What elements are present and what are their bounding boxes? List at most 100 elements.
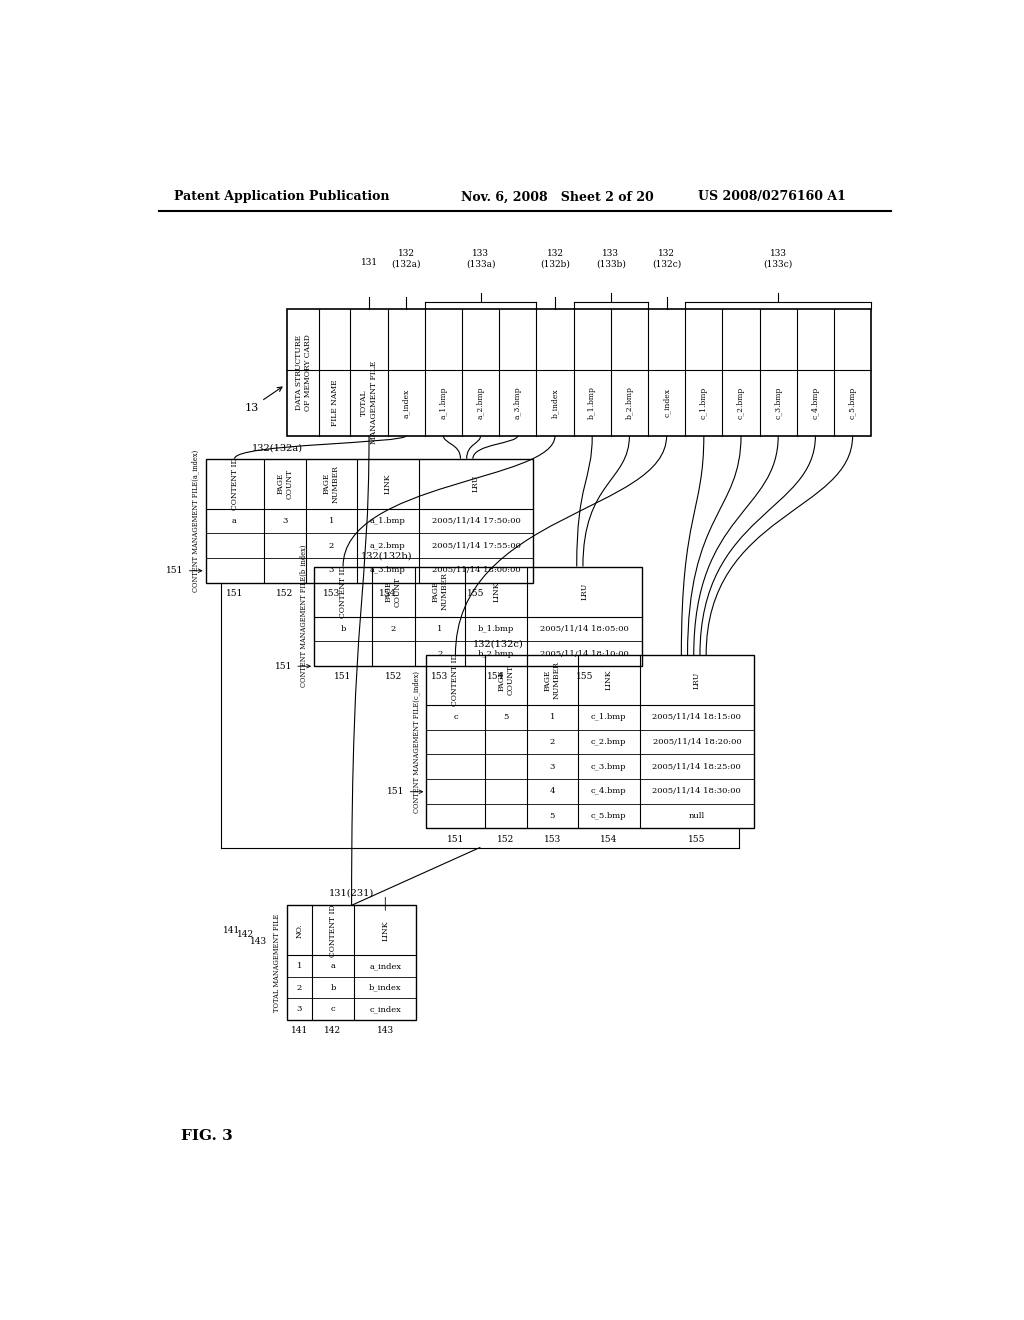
Text: CONTENT MANAGEMENT FILE(b_index): CONTENT MANAGEMENT FILE(b_index) [300,545,308,688]
Text: LRU: LRU [693,672,700,689]
Text: c_4.bmp: c_4.bmp [811,387,819,418]
Text: c_1.bmp: c_1.bmp [699,387,708,418]
Text: 155: 155 [688,834,706,843]
Text: PAGE
NUMBER: PAGE NUMBER [431,573,449,610]
Text: 142: 142 [238,929,254,939]
Text: 132
(132b): 132 (132b) [540,248,570,268]
Text: 2: 2 [297,983,302,991]
Text: a: a [232,517,237,525]
Text: 3: 3 [297,1006,302,1014]
Text: 2005/11/14 17:50:00: 2005/11/14 17:50:00 [431,517,520,525]
Text: 2005/11/14 17:55:00: 2005/11/14 17:55:00 [431,541,520,549]
Text: NO.: NO. [295,923,303,937]
Text: c_3.bmp: c_3.bmp [591,763,627,771]
Text: c_index: c_index [663,388,671,417]
Text: 2005/11/14 18:30:00: 2005/11/14 18:30:00 [652,787,741,796]
Text: 2: 2 [437,649,442,657]
Text: c_2.bmp: c_2.bmp [591,738,627,746]
Text: c_5.bmp: c_5.bmp [849,387,857,418]
Text: 152: 152 [385,672,402,681]
Text: 133
(133c): 133 (133c) [764,248,793,268]
Text: 132
(132a): 132 (132a) [391,248,421,268]
Text: PAGE
COUNT: PAGE COUNT [276,469,294,499]
Text: 132(132b): 132(132b) [360,552,412,560]
Text: 2005/11/14 18:10:00: 2005/11/14 18:10:00 [540,649,629,657]
Text: 152: 152 [276,589,294,598]
Text: a_1.bmp: a_1.bmp [370,517,406,525]
Text: c: c [331,1006,335,1014]
Text: c_4.bmp: c_4.bmp [591,787,627,796]
Text: a_2.bmp: a_2.bmp [370,541,406,549]
Text: 132(132a): 132(132a) [252,444,303,453]
Text: LINK: LINK [381,920,389,941]
Text: a_1.bmp: a_1.bmp [439,387,447,420]
Text: 151: 151 [446,834,464,843]
Text: 3: 3 [329,566,334,574]
Text: 3: 3 [283,517,288,525]
Text: 151: 151 [226,589,244,598]
Text: a_3.bmp: a_3.bmp [514,387,522,420]
Text: 13: 13 [245,387,282,413]
Text: 2005/11/14 18:15:00: 2005/11/14 18:15:00 [652,713,741,722]
Text: b_1.bmp: b_1.bmp [588,387,596,420]
Text: CONTENT ID: CONTENT ID [339,565,347,618]
Bar [287,309,871,436]
Text: CONTENT MANAGEMENT FILE(c_index): CONTENT MANAGEMENT FILE(c_index) [413,671,420,813]
Text: b_index: b_index [369,983,401,991]
Text: Patent Application Publication: Patent Application Publication [174,190,390,203]
Text: c_5.bmp: c_5.bmp [591,812,627,820]
Text: 2: 2 [391,624,396,632]
Text: 3: 3 [550,763,555,771]
Text: 152: 152 [498,834,514,843]
Text: 5: 5 [550,812,555,820]
Text: 131: 131 [360,257,378,267]
Text: PAGE
COUNT: PAGE COUNT [498,665,514,696]
Text: CONTENT ID: CONTENT ID [329,904,337,957]
Text: 2005/11/14 18:25:00: 2005/11/14 18:25:00 [652,763,741,771]
Text: 154: 154 [487,672,505,681]
Text: 153: 153 [544,834,561,843]
Text: 151: 151 [387,787,423,796]
Text: 153: 153 [323,589,340,598]
Text: a_3.bmp: a_3.bmp [370,566,406,574]
Text: 133
(133b): 133 (133b) [596,248,626,268]
Text: a: a [331,962,336,970]
Text: FILE NAME: FILE NAME [331,380,339,426]
Text: c_2.bmp: c_2.bmp [737,387,745,418]
Text: b_1.bmp: b_1.bmp [478,624,514,632]
Text: 151: 151 [335,672,352,681]
Text: c_1.bmp: c_1.bmp [591,713,627,722]
Text: TOTAL
MANAGEMENT FILE: TOTAL MANAGEMENT FILE [360,362,378,445]
Text: LRU: LRU [472,475,480,492]
Text: 133
(133a): 133 (133a) [466,248,496,268]
Text: b: b [340,624,346,632]
Text: 132(132c): 132(132c) [473,640,523,648]
Text: b_2.bmp: b_2.bmp [478,649,514,657]
Text: LINK: LINK [493,581,500,602]
Text: CONTENT ID: CONTENT ID [452,653,460,706]
Text: LINK: LINK [604,669,612,690]
Text: 131(231): 131(231) [329,888,374,898]
Text: b: b [331,983,336,991]
Text: 4: 4 [550,787,555,796]
Text: 2: 2 [550,738,555,746]
Text: PAGE
NUMBER: PAGE NUMBER [323,465,340,503]
Bar [206,459,534,582]
Text: Nov. 6, 2008   Sheet 2 of 20: Nov. 6, 2008 Sheet 2 of 20 [461,190,654,203]
Text: 153: 153 [431,672,449,681]
Bar [287,906,417,1020]
Text: LRU: LRU [581,583,589,601]
Text: PAGE
COUNT: PAGE COUNT [385,577,402,607]
Text: 155: 155 [467,589,484,598]
Text: CONTENT ID: CONTENT ID [230,458,239,510]
Text: DATA STRUCTURE
OF MEMORY CARD: DATA STRUCTURE OF MEMORY CARD [295,334,311,411]
Text: a_index: a_index [370,962,401,970]
Text: 143: 143 [251,937,267,946]
Text: US 2008/0276160 A1: US 2008/0276160 A1 [697,190,846,203]
Text: a_2.bmp: a_2.bmp [476,387,484,420]
Text: 1: 1 [437,624,442,632]
Text: 142: 142 [325,1027,342,1035]
Text: PAGE
NUMBER: PAGE NUMBER [544,661,561,700]
Text: 154: 154 [600,834,617,843]
Text: a_index: a_index [402,388,411,417]
